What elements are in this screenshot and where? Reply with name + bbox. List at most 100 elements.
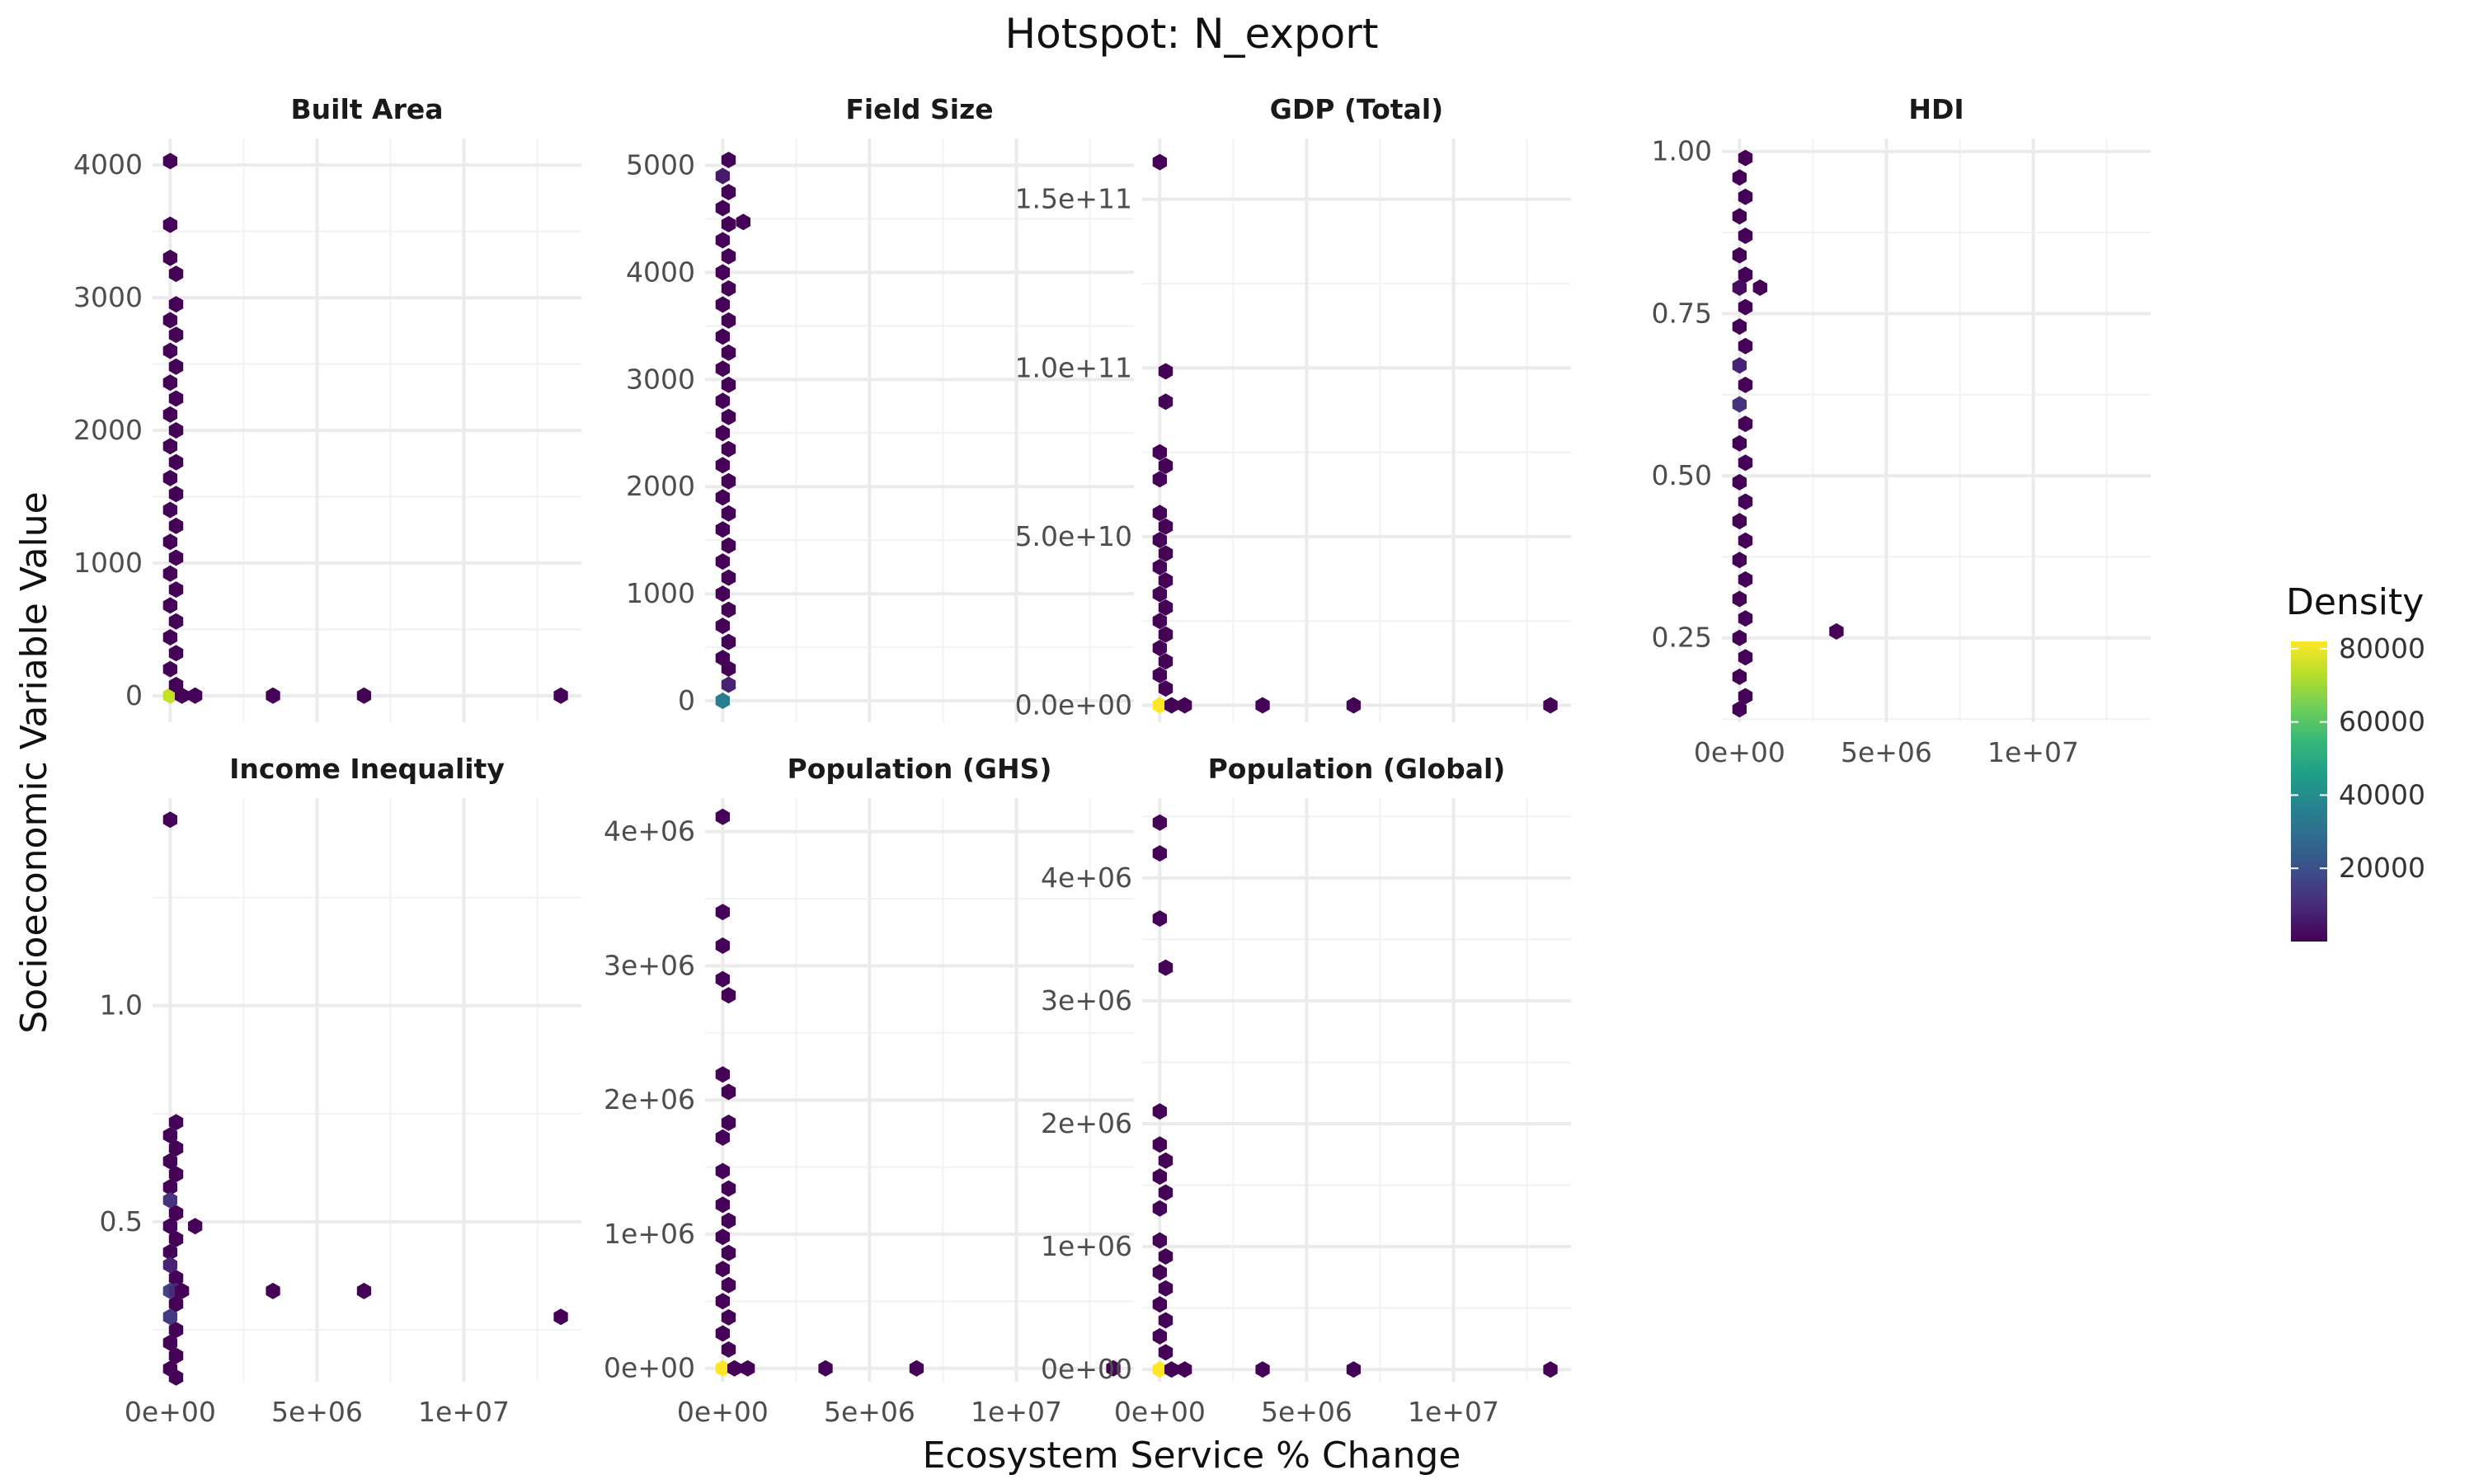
hexbin-cell: [715, 1129, 730, 1146]
x-tick-label: 0e+00: [125, 1396, 216, 1428]
y-tick-label: 4e+06: [604, 815, 695, 848]
hexbin-cell: [162, 1243, 177, 1261]
hexbin-cell: [1738, 493, 1753, 510]
hexbin-cell: [1178, 1361, 1192, 1378]
hexbin-cell: [721, 344, 736, 361]
hexbin-cell: [162, 660, 177, 678]
hexbin-cell: [1152, 444, 1167, 461]
hexbin-cell: [721, 1083, 736, 1101]
hexbin-cell: [162, 533, 177, 551]
hexbin-cell: [1152, 1264, 1167, 1281]
hexbin-cell: [1829, 622, 1844, 640]
hexbin-cell: [715, 1325, 730, 1342]
hexbin-cell: [1732, 473, 1747, 491]
y-tick-label: 5.0e+10: [1015, 520, 1132, 552]
hexbin-cell: [721, 1114, 736, 1131]
hexbin-cell: [1738, 532, 1753, 549]
facet-strip-label: Field Size: [845, 93, 993, 125]
y-tick-label: 1.5e+11: [1015, 183, 1132, 215]
hexbin-cell: [1152, 153, 1167, 171]
y-tick-label: 3000: [626, 363, 695, 395]
hexbin-cell: [721, 472, 736, 490]
y-tick-label: 0.75: [1652, 297, 1712, 329]
hexbin-cell: [721, 505, 736, 522]
hexbin-cell: [1738, 571, 1753, 588]
hexbin-cell: [168, 422, 184, 439]
facet-panel: Population (GHS) 0e+00 1e+06 2e+06 3e+06 4e+0…: [604, 753, 1134, 1428]
hexbin-cell: [715, 360, 730, 378]
y-tick-label: 0: [678, 684, 695, 716]
hexbin-cell: [188, 1218, 203, 1235]
hexbin-cell: [721, 676, 736, 693]
hexbin-cell: [721, 152, 736, 168]
hexbin-cell: [168, 390, 184, 407]
hexbin-cell: [1152, 1296, 1167, 1313]
hexbin-cell: [715, 425, 730, 442]
hexbin-cell: [168, 358, 184, 375]
hexbin-cell: [162, 1334, 177, 1351]
x-tick-label: 1e+07: [971, 1396, 1062, 1428]
hexbin-cell: [1158, 626, 1174, 643]
hexbin-cell: [1738, 228, 1753, 244]
hexbin-cell: [721, 569, 736, 586]
hexbin-cell: [1152, 505, 1167, 522]
hexbin-cell: [741, 1360, 755, 1377]
hexbin-cell: [266, 1282, 280, 1299]
hexbin-cell: [162, 1179, 177, 1195]
hexbin-cell: [721, 184, 736, 200]
x-tick-label: 1e+07: [1408, 1396, 1499, 1428]
hexbin-cell: [721, 215, 736, 232]
hexbin-cell: [1158, 1280, 1174, 1297]
hexbin-cell: [1732, 279, 1747, 296]
hexbin-cell: [168, 645, 184, 662]
chart-title: Hotspot: N_export: [1005, 10, 1379, 58]
hexbin-cell: [1732, 434, 1747, 452]
hexbin-cell: [356, 687, 372, 704]
hexbin-cell: [1158, 1152, 1174, 1169]
hexbin-cell: [1158, 458, 1174, 474]
y-tick-label: 3e+06: [604, 949, 695, 981]
hexbin-cell: [1158, 363, 1174, 380]
hexbin-cell: [168, 517, 184, 534]
hexbin-cell: [1152, 640, 1167, 656]
hexbin-cell: [188, 687, 203, 704]
hexbin-cell: [715, 585, 730, 603]
y-tick-label: 0e+00: [604, 1352, 695, 1384]
hexbin-cell: [162, 1127, 177, 1144]
hexbin-cell: [1732, 247, 1747, 264]
hexbin-cell: [162, 249, 177, 266]
hexbin-cell: [1152, 1136, 1167, 1153]
hexbin-cell: [162, 342, 177, 359]
hexbin-cell: [1164, 697, 1179, 714]
hexbin-cell: [736, 214, 750, 231]
hexbin-cell: [715, 521, 730, 538]
hexbin-cell: [715, 296, 730, 313]
y-tick-label: 0: [125, 679, 143, 711]
hexbin-cell: [715, 970, 730, 988]
x-tick-label: 5e+06: [1261, 1396, 1352, 1428]
hexbin-cell: [168, 453, 184, 471]
hexbin-cell: [715, 693, 730, 709]
hexbin-cell: [715, 328, 730, 345]
hexbin-cell: [168, 1230, 184, 1247]
hexbin-cell: [1732, 208, 1747, 225]
hexbin-cell: [168, 581, 184, 599]
hexbin-cell: [715, 167, 730, 185]
facet-strip-label: Population (GHS): [788, 753, 1052, 785]
hexbin-cell: [1152, 697, 1167, 714]
hexbin-cell: [1178, 697, 1192, 714]
hexbin-cell: [721, 1244, 736, 1261]
hexbin-cell: [721, 633, 736, 650]
hexbin-cell: [727, 1360, 742, 1377]
hexbin-cell: [1158, 1248, 1174, 1265]
hexbin-cell: [1738, 649, 1753, 666]
y-tick-label: 1e+06: [1041, 1230, 1132, 1262]
hexbin-cell: [1164, 1361, 1179, 1378]
facet-strip-label: Population (Global): [1208, 753, 1506, 785]
hexbin-cell: [1158, 518, 1174, 535]
hexbin-cell: [162, 1218, 177, 1235]
hexbin-cell: [715, 553, 730, 571]
hexbin-cell: [715, 808, 730, 825]
facet-panel: Population (Global) 0e+00 1e+06 2e+06 3e+06 4…: [1041, 753, 1571, 1428]
hexbin-cell: [1152, 1232, 1167, 1249]
